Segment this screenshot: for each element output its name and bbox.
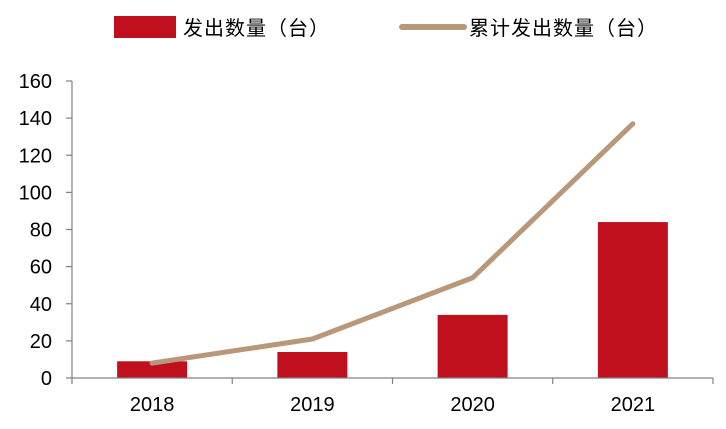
x-tick-label: 2021 — [611, 394, 656, 416]
y-tick-label: 80 — [30, 220, 52, 242]
legend: 发出数量（台） 累计发出数量（台） — [114, 16, 658, 40]
y-tick-label: 60 — [30, 257, 52, 279]
x-tick-label: 2019 — [290, 394, 335, 416]
bar-2019 — [277, 352, 348, 378]
legend-swatch-bar — [114, 16, 176, 38]
bar-2018 — [117, 361, 188, 378]
y-tick-label: 100 — [19, 182, 52, 204]
y-tick-label: 160 — [19, 71, 52, 93]
bar-2021 — [597, 222, 668, 378]
y-tick-label: 20 — [30, 331, 52, 353]
y-tick-label: 0 — [41, 368, 52, 390]
legend-label-bar: 发出数量（台） — [183, 16, 330, 40]
y-tick-label: 120 — [19, 145, 52, 167]
x-tick-label: 2020 — [450, 394, 495, 416]
legend-label-line: 累计发出数量（台） — [469, 16, 658, 40]
x-tick-label: 2018 — [130, 394, 175, 416]
plot-area: 0 20 40 60 80 100 120 140 160 2018 2019 2020 2021 — [19, 71, 714, 416]
y-tick-label: 40 — [30, 294, 52, 316]
y-tick-label: 140 — [19, 108, 52, 130]
bar-2020 — [437, 314, 508, 378]
line-series-cumulative — [149, 121, 636, 366]
